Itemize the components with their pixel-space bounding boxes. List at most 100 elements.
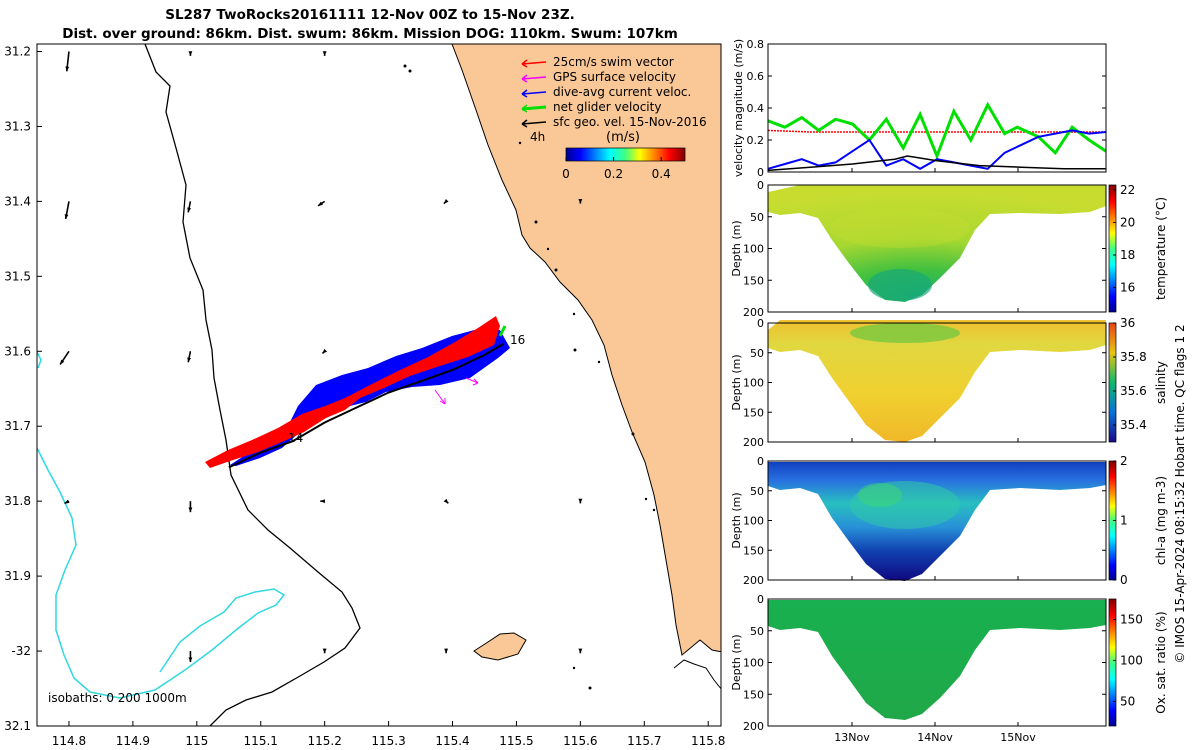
map-x-tick-label: 115.3	[371, 734, 405, 748]
colorbar-tick-label: 36	[1120, 316, 1135, 330]
map-y-axis: 31.2 31.3 31.4 31.5 31.6 31.7 31.8 31.9 -32 32.1	[4, 44, 42, 733]
sfc-vector-arrow	[59, 350, 70, 365]
map-x-axis: 114.8 114.9 115 115.1 115.2 115.3 115.4 115.5 11…	[52, 721, 725, 748]
depth-tick-label: 150	[743, 688, 764, 701]
map-x-tick-label: 115.8	[691, 734, 725, 748]
swim-vector-swath	[205, 316, 500, 468]
velocity-y-tick-label: 0.2	[747, 134, 765, 147]
time-tick-label: 14Nov	[917, 731, 953, 744]
time-tick-label: 15Nov	[1000, 731, 1036, 744]
depth-tick-label: 150	[743, 274, 764, 287]
sfc-vector-arrow	[317, 200, 326, 207]
depth-tick-label: 100	[743, 515, 764, 528]
sfc-vector-arrow	[322, 648, 327, 654]
velocity-y-label: velocity magnitude (m/s)	[732, 39, 745, 177]
depth-tick-label: 0	[757, 455, 764, 468]
velocity-y-tick-label: 0	[757, 166, 764, 179]
colorbar-tick-label: 22	[1120, 183, 1135, 197]
chlorophyll-panel	[767, 460, 1107, 581]
temperature-panel	[767, 184, 1107, 313]
legend-entry: 25cm/s swim vector	[521, 55, 674, 69]
colorbar-tick-label: 100	[1120, 653, 1143, 667]
velocity-series-net	[767, 101, 1107, 161]
sfc-vector-arrow	[188, 51, 193, 56]
depth-axis-label: Depth (m)	[730, 634, 743, 690]
legend-label: GPS surface velocity	[553, 70, 676, 84]
speed-colorbar	[565, 147, 686, 162]
sfc-vector-arrow	[64, 201, 70, 220]
surface-velocity-vectors	[59, 51, 583, 663]
section-axis-0: 0 50 100 150 200 Depth (m) 16 18 20 22 temperature…	[730, 179, 1168, 319]
colorbar-tick-label: 1	[1120, 514, 1128, 528]
section-axis-1: 0 50 100 150 200 Depth (m) 35.4 35.6 35.8 36 salin…	[730, 316, 1168, 449]
map-x-tick-label: 115.6	[563, 734, 597, 748]
colorbar-tick-label: 50	[1120, 694, 1135, 708]
depth-tick-label: 50	[750, 347, 764, 360]
depth-tick-label: 200	[743, 720, 764, 733]
velocity-y-tick-label: 0.8	[747, 38, 765, 51]
colorbar-tick-label: 150	[1120, 612, 1143, 626]
depth-tick-label: 50	[750, 625, 764, 638]
legend-label: 25cm/s swim vector	[553, 55, 674, 69]
sfc-vector-arrow	[321, 348, 328, 355]
chart-title-line2: Dist. over ground: 86km. Dist. swum: 86k…	[62, 26, 678, 42]
map-y-tick-label: 31.2	[4, 44, 31, 58]
glider-track-line	[228, 342, 505, 469]
legend-entry: net glider velocity	[521, 100, 661, 114]
map-y-tick-label: 31.6	[4, 344, 31, 358]
time-tick-label: 13Nov	[834, 731, 870, 744]
depth-axis-label: Depth (m)	[730, 220, 743, 276]
map-x-tick-label: 115.1	[244, 734, 278, 748]
colorbar-unit-label: (m/s)	[606, 130, 640, 145]
legend-label: net glider velocity	[553, 100, 661, 114]
sfc-vector-arrow	[578, 198, 583, 204]
depth-tick-label: 0	[757, 593, 764, 606]
map-y-tick-label: 31.9	[4, 569, 31, 583]
velocity-series-sfc	[767, 155, 1106, 172]
sfc-vector-arrow	[64, 499, 70, 505]
isobath-200m-north	[37, 351, 42, 369]
gps-arrows	[434, 377, 479, 405]
colorbar-label: salinity	[1154, 361, 1168, 404]
map-x-tick-label: 115.4	[435, 734, 469, 748]
map-x-tick-label: 115	[185, 734, 208, 748]
sfc-vector-arrow	[322, 51, 327, 56]
sfc-vector-arrow	[188, 501, 193, 513]
sfc-vector-arrow	[187, 201, 192, 213]
legend-label: sfc geo. vel. 15-Nov-2016	[553, 115, 707, 129]
depth-tick-label: 200	[743, 574, 764, 587]
chart-title-line1: SL287 TwoRocks20161111 12-Nov 00Z to 15-…	[165, 7, 575, 23]
colorbar-label: chl-a (mg m-3)	[1154, 476, 1168, 565]
imos-credit: © IMOS 15-Apr-2024 08:15:32 Hobart time.…	[1173, 324, 1187, 663]
map-x-tick-label: 114.8	[52, 734, 86, 748]
map-y-tick-label: 32.1	[4, 719, 31, 733]
depth-tick-label: 0	[757, 317, 764, 330]
map-y-tick-label: 31.4	[4, 194, 31, 208]
sfc-vector-arrow	[444, 648, 449, 654]
depth-tick-label: 50	[750, 485, 764, 498]
map-y-tick-label: -32	[11, 644, 31, 658]
legend-label: dive-avg current veloc.	[553, 85, 691, 99]
depth-axis-label: Depth (m)	[730, 492, 743, 548]
section-colorbar	[1108, 322, 1117, 443]
map-y-tick-label: 31.5	[4, 269, 31, 283]
coastline-detail	[673, 659, 721, 690]
colorbar-tick-label: 0	[1120, 573, 1128, 587]
reef-dots	[403, 64, 656, 690]
sfc-vector-arrow	[578, 498, 583, 504]
depth-tick-label: 0	[757, 179, 764, 192]
depth-tick-label: 150	[743, 406, 764, 419]
map-x-tick-label: 115.2	[307, 734, 341, 748]
section-axis-3: 0 50 100 150 200 Depth (m) 50 100 150 Ox. sat. ra…	[730, 593, 1168, 733]
isobath-1000m	[144, 44, 361, 726]
map-panel: 114.8 114.9 115 115.1 115.2 115.3 115.4 115.5 11…	[4, 43, 725, 748]
section-colorbar	[1108, 598, 1117, 727]
velocity-y-axis: 0 0.2 0.4 0.6 0.8	[747, 38, 1106, 179]
section-axis-2: 0 50 100 150 200 Depth (m) 0 1 2 chl-a (mg m-3)	[730, 454, 1168, 587]
sfc-vector-arrow	[320, 499, 325, 504]
velocity-series-swim	[767, 129, 1106, 133]
legend-entry: GPS surface velocity	[521, 70, 676, 84]
